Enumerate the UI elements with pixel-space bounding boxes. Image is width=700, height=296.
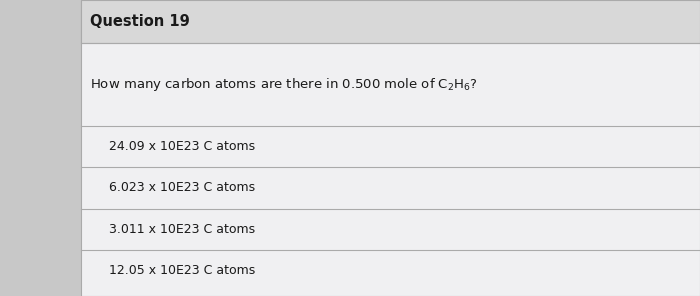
Text: How many carbon atoms are there in 0.500 mole of $\mathregular{C_2H_6}$?: How many carbon atoms are there in 0.500… bbox=[90, 76, 477, 93]
Text: Question 19: Question 19 bbox=[90, 14, 189, 29]
Text: 24.09 x 10E23 C atoms: 24.09 x 10E23 C atoms bbox=[109, 140, 256, 153]
Text: 12.05 x 10E23 C atoms: 12.05 x 10E23 C atoms bbox=[109, 264, 256, 276]
Text: 6.023 x 10E23 C atoms: 6.023 x 10E23 C atoms bbox=[109, 181, 256, 194]
Text: 3.011 x 10E23 C atoms: 3.011 x 10E23 C atoms bbox=[109, 223, 256, 236]
